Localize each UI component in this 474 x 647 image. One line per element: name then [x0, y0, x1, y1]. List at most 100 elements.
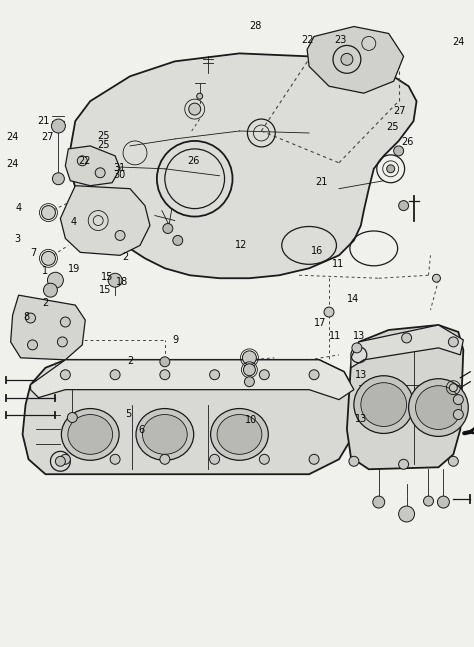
Circle shape — [60, 317, 70, 327]
Text: 21: 21 — [315, 177, 328, 187]
Text: 8: 8 — [24, 312, 30, 322]
Circle shape — [242, 351, 256, 365]
Text: 2: 2 — [42, 298, 49, 308]
Text: 2: 2 — [123, 252, 129, 262]
Circle shape — [110, 454, 120, 465]
Text: 7: 7 — [31, 248, 37, 258]
Circle shape — [110, 370, 120, 380]
Circle shape — [27, 340, 37, 350]
Circle shape — [197, 93, 203, 99]
Circle shape — [189, 103, 201, 115]
Text: 31: 31 — [113, 163, 126, 173]
Text: 21: 21 — [37, 116, 49, 126]
Polygon shape — [23, 360, 354, 474]
Circle shape — [448, 456, 458, 466]
Ellipse shape — [354, 376, 414, 433]
Circle shape — [349, 456, 359, 466]
Polygon shape — [60, 186, 150, 256]
Circle shape — [259, 370, 269, 380]
Circle shape — [210, 370, 219, 380]
Circle shape — [60, 454, 70, 465]
Circle shape — [453, 410, 463, 419]
Circle shape — [244, 364, 255, 376]
Polygon shape — [70, 54, 417, 278]
Ellipse shape — [143, 415, 187, 454]
Circle shape — [453, 395, 463, 404]
Ellipse shape — [68, 415, 113, 454]
Text: 3: 3 — [14, 234, 20, 243]
Text: 24: 24 — [6, 159, 18, 169]
Text: 27: 27 — [42, 132, 54, 142]
Text: 14: 14 — [347, 294, 360, 304]
Ellipse shape — [217, 415, 262, 454]
Circle shape — [399, 459, 409, 469]
Circle shape — [160, 370, 170, 380]
Text: 24: 24 — [6, 132, 18, 142]
Circle shape — [373, 496, 385, 508]
Circle shape — [160, 454, 170, 465]
Ellipse shape — [416, 386, 461, 430]
Text: 26: 26 — [187, 156, 199, 166]
Circle shape — [60, 370, 70, 380]
Polygon shape — [307, 27, 404, 93]
Text: 12: 12 — [235, 240, 247, 250]
Circle shape — [163, 223, 173, 234]
Polygon shape — [10, 295, 85, 360]
Circle shape — [309, 454, 319, 465]
Text: 18: 18 — [116, 277, 128, 287]
Text: 1: 1 — [43, 266, 48, 276]
Text: 26: 26 — [401, 137, 413, 147]
Text: 11: 11 — [329, 331, 342, 342]
Circle shape — [95, 168, 105, 178]
Circle shape — [394, 146, 404, 156]
Circle shape — [160, 357, 170, 367]
Polygon shape — [65, 146, 120, 186]
Circle shape — [399, 506, 415, 522]
Text: 6: 6 — [138, 424, 144, 435]
Circle shape — [77, 156, 87, 166]
Circle shape — [438, 496, 449, 508]
Polygon shape — [30, 360, 354, 400]
Circle shape — [42, 252, 55, 265]
Text: 19: 19 — [68, 264, 80, 274]
Circle shape — [448, 337, 458, 347]
Ellipse shape — [210, 408, 268, 460]
Circle shape — [108, 273, 122, 287]
Circle shape — [52, 119, 65, 133]
Text: 15: 15 — [100, 272, 113, 282]
Circle shape — [44, 283, 57, 297]
Circle shape — [47, 272, 64, 288]
Circle shape — [324, 307, 334, 317]
Text: 15: 15 — [99, 285, 111, 295]
Circle shape — [259, 454, 269, 465]
Text: 22: 22 — [78, 156, 91, 166]
Ellipse shape — [136, 408, 194, 460]
Text: 13: 13 — [356, 414, 367, 424]
Text: 30: 30 — [113, 170, 126, 181]
Text: 28: 28 — [249, 21, 262, 31]
Circle shape — [399, 201, 409, 210]
Circle shape — [115, 230, 125, 241]
Text: 13: 13 — [356, 370, 367, 380]
Text: 11: 11 — [332, 259, 344, 269]
Text: 27: 27 — [393, 106, 405, 116]
Text: 4: 4 — [71, 217, 77, 228]
Text: 2: 2 — [127, 356, 134, 366]
Circle shape — [67, 413, 77, 422]
Text: 23: 23 — [334, 36, 346, 45]
Text: 24: 24 — [452, 37, 465, 47]
Circle shape — [210, 454, 219, 465]
Text: 25: 25 — [97, 131, 110, 140]
Circle shape — [245, 377, 255, 387]
Text: 16: 16 — [310, 247, 323, 256]
Text: 25: 25 — [97, 140, 110, 149]
Circle shape — [309, 370, 319, 380]
Text: 4: 4 — [15, 203, 21, 213]
Circle shape — [449, 384, 457, 391]
Text: 5: 5 — [125, 409, 131, 419]
Circle shape — [53, 173, 64, 184]
Ellipse shape — [61, 408, 119, 460]
Text: 25: 25 — [386, 122, 398, 132]
Text: 10: 10 — [245, 415, 257, 425]
Polygon shape — [347, 325, 463, 469]
